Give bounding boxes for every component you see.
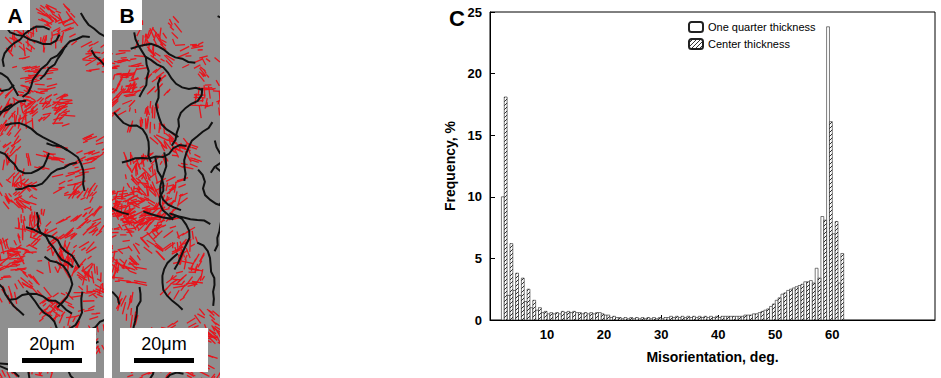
- svg-text:5: 5: [475, 251, 482, 266]
- svg-text:Misorientation, deg.: Misorientation, deg.: [646, 349, 778, 365]
- svg-text:B: B: [119, 4, 134, 27]
- svg-text:10: 10: [468, 189, 482, 204]
- svg-text:20μm: 20μm: [29, 334, 74, 354]
- svg-text:30: 30: [654, 327, 668, 342]
- svg-text:10: 10: [540, 327, 554, 342]
- svg-text:0: 0: [475, 313, 482, 328]
- svg-text:50: 50: [768, 327, 782, 342]
- svg-text:60: 60: [825, 327, 839, 342]
- svg-text:C: C: [449, 6, 465, 31]
- svg-text:A: A: [7, 4, 22, 27]
- svg-text:15: 15: [468, 128, 482, 143]
- svg-text:Center thickness: Center thickness: [708, 38, 790, 50]
- svg-text:One quarter thickness: One quarter thickness: [708, 21, 816, 33]
- svg-text:Frequency, %: Frequency, %: [442, 120, 458, 211]
- svg-text:20: 20: [597, 327, 611, 342]
- svg-text:40: 40: [711, 327, 725, 342]
- svg-text:25: 25: [468, 5, 482, 20]
- svg-text:20: 20: [468, 66, 482, 81]
- svg-text:20μm: 20μm: [141, 334, 186, 354]
